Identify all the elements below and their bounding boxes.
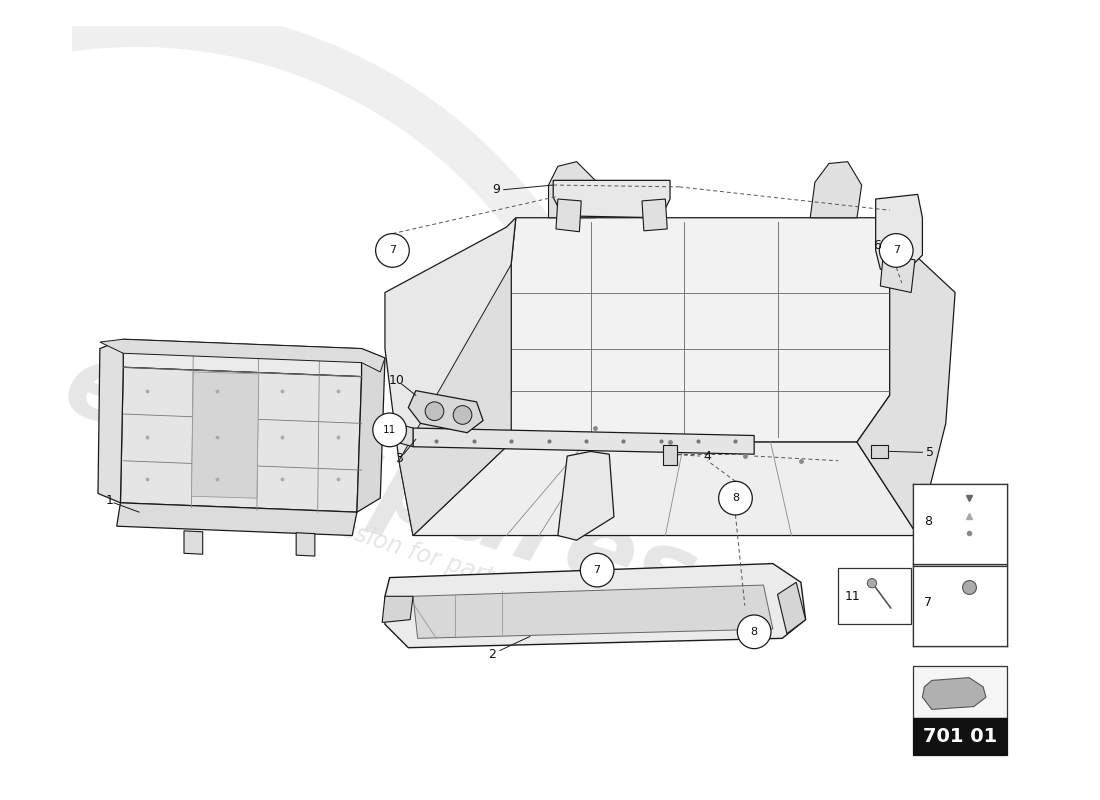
Polygon shape [184, 531, 202, 554]
Circle shape [879, 234, 913, 267]
Polygon shape [191, 372, 258, 498]
Polygon shape [408, 390, 483, 433]
Text: 9: 9 [492, 183, 500, 196]
Polygon shape [412, 585, 773, 638]
Circle shape [375, 234, 409, 267]
Text: 8: 8 [924, 515, 932, 528]
Polygon shape [556, 199, 581, 232]
Polygon shape [396, 423, 412, 446]
Text: 7: 7 [924, 596, 932, 610]
Circle shape [737, 615, 771, 649]
Text: 11: 11 [383, 425, 396, 435]
Bar [913, 566, 1007, 646]
Polygon shape [296, 533, 315, 556]
Bar [913, 484, 1007, 563]
Polygon shape [558, 451, 614, 540]
Bar [913, 666, 1007, 718]
Polygon shape [880, 255, 915, 293]
Polygon shape [497, 218, 890, 442]
Polygon shape [642, 199, 668, 231]
Polygon shape [98, 339, 123, 503]
Polygon shape [923, 678, 986, 710]
Polygon shape [412, 442, 917, 535]
Polygon shape [385, 563, 805, 648]
Polygon shape [857, 218, 955, 535]
Circle shape [581, 554, 614, 587]
Polygon shape [120, 367, 362, 512]
Text: 7: 7 [389, 246, 396, 255]
Text: 701 01: 701 01 [923, 727, 997, 746]
Text: 8: 8 [732, 493, 739, 503]
Bar [871, 445, 888, 458]
Text: 6: 6 [873, 239, 881, 252]
Text: 7: 7 [893, 246, 900, 255]
Polygon shape [100, 339, 385, 372]
Text: 11: 11 [845, 590, 860, 602]
Polygon shape [778, 582, 805, 634]
Polygon shape [549, 162, 595, 218]
Polygon shape [811, 162, 861, 218]
Polygon shape [382, 596, 412, 622]
Bar [913, 718, 1007, 755]
Circle shape [718, 482, 752, 515]
Text: 3: 3 [395, 452, 403, 466]
Text: 4: 4 [704, 450, 712, 462]
Polygon shape [117, 503, 356, 535]
Circle shape [373, 413, 407, 446]
Text: 1: 1 [106, 494, 113, 506]
Circle shape [867, 578, 877, 588]
Text: 8: 8 [750, 627, 758, 637]
Polygon shape [399, 265, 512, 535]
Circle shape [425, 402, 443, 421]
Polygon shape [356, 349, 385, 512]
Polygon shape [123, 339, 362, 377]
Polygon shape [412, 428, 755, 454]
Bar [838, 568, 911, 624]
Text: a passion for parts since 1985: a passion for parts since 1985 [292, 502, 638, 634]
Polygon shape [553, 180, 670, 218]
Text: 2: 2 [488, 648, 496, 661]
Polygon shape [385, 218, 516, 535]
Text: 10: 10 [388, 374, 404, 387]
Polygon shape [876, 194, 923, 274]
Text: 5: 5 [926, 446, 934, 459]
Bar [663, 445, 676, 466]
Circle shape [453, 406, 472, 424]
Text: eurospares: eurospares [52, 334, 710, 634]
Text: 7: 7 [594, 565, 601, 575]
